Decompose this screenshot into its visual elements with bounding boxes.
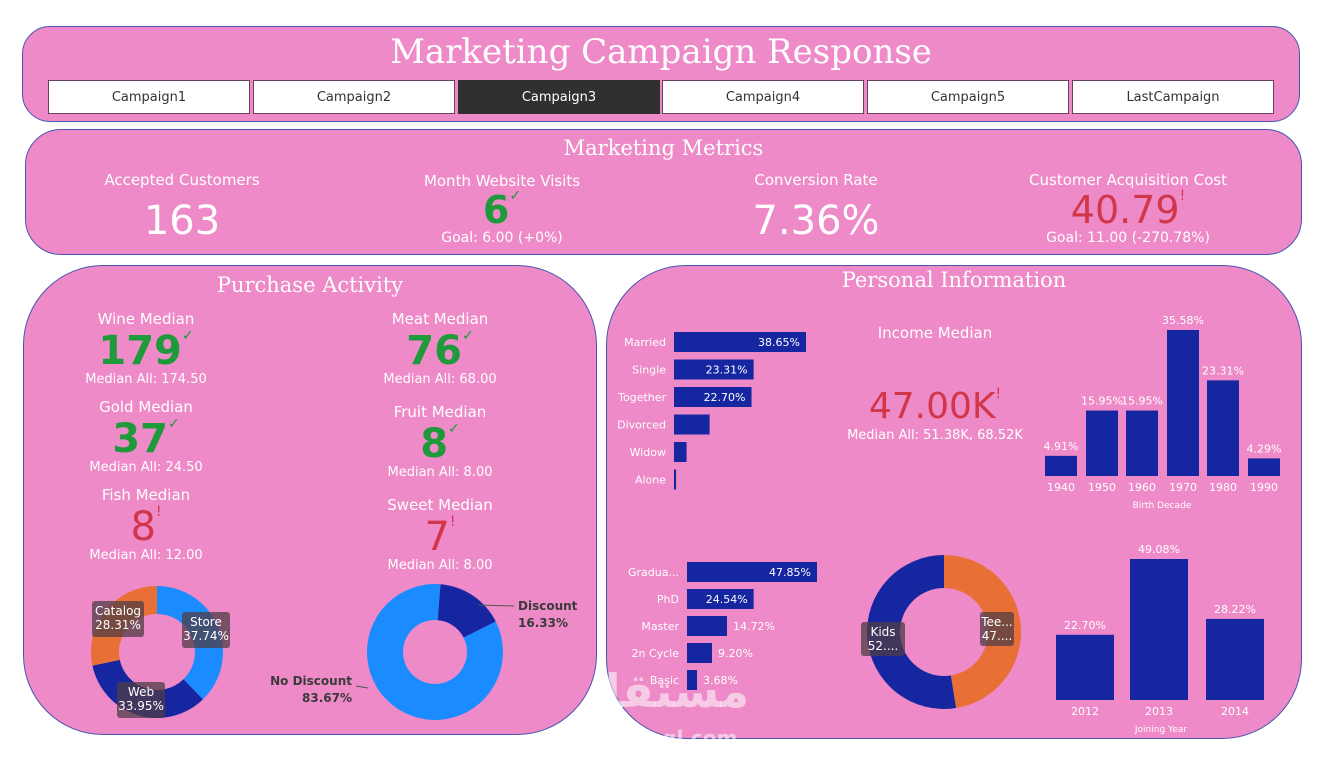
- check-icon: ✓: [509, 188, 522, 204]
- website-visits-number: 6: [482, 188, 510, 232]
- meat-median-number: 76: [406, 328, 462, 374]
- tab-campaign4[interactable]: Campaign4: [662, 80, 864, 114]
- alert-icon: !: [1179, 188, 1186, 204]
- alert-icon: !: [155, 504, 162, 520]
- accepted-customers-value: 163: [143, 198, 221, 244]
- sweet-median-value: 7!: [340, 514, 540, 560]
- gold-median-all: Median All: 24.50: [89, 460, 203, 475]
- gold-median-value: 37✓: [46, 416, 246, 462]
- fruit-median-all: Median All: 8.00: [387, 465, 493, 480]
- tab-campaign3[interactable]: Campaign3: [458, 80, 660, 114]
- meat-median-label: Meat Median: [391, 310, 489, 328]
- metrics-title: Marketing Metrics: [563, 136, 764, 160]
- sweet-median-all: Median All: 8.00: [387, 558, 493, 573]
- fruit-median-number: 8: [420, 421, 449, 467]
- fish-median-number: 8: [130, 504, 156, 550]
- income-median-label: Income Median: [877, 324, 993, 342]
- gold-median-label: Gold Median: [99, 398, 193, 416]
- wine-median-value: 179✓: [46, 328, 246, 374]
- alert-icon: !: [449, 514, 456, 530]
- income-median-all: Median All: 51.38K, 68.52K: [847, 428, 1023, 443]
- check-icon: ✓: [461, 328, 474, 344]
- income-median-value: 47.00K!: [815, 386, 1055, 427]
- sweet-median-number: 7: [424, 514, 450, 560]
- conversion-rate-value: 7.36%: [752, 198, 880, 244]
- fruit-median-value: 8✓: [340, 421, 540, 467]
- check-icon: ✓: [448, 421, 460, 437]
- tab-lastcampaign[interactable]: LastCampaign: [1072, 80, 1274, 114]
- watermark-arabic: مستقل: [580, 664, 750, 718]
- cac-number: 40.79: [1070, 188, 1180, 232]
- check-icon: ✓: [167, 416, 180, 432]
- metrics-panel: [25, 129, 1302, 255]
- watermark-latin: mostaql.com: [592, 726, 738, 750]
- website-visits-goal: Goal: 6.00 (+0%): [441, 230, 563, 246]
- gold-median-number: 37: [112, 416, 168, 462]
- alert-icon: !: [995, 386, 1002, 402]
- meat-median-value: 76✓: [340, 328, 540, 374]
- fish-median-value: 8!: [46, 504, 246, 550]
- fish-median-label: Fish Median: [101, 486, 191, 504]
- cac-label: Customer Acquisition Cost: [1029, 171, 1227, 189]
- accepted-customers-label: Accepted Customers: [104, 171, 260, 189]
- tab-campaign5[interactable]: Campaign5: [867, 80, 1069, 114]
- website-visits-label: Month Website Visits: [423, 172, 581, 190]
- page-title: Marketing Campaign Response: [390, 32, 932, 72]
- personal-title: Personal Information: [841, 268, 1067, 292]
- cac-goal: Goal: 11.00 (-270.78%): [1046, 230, 1210, 246]
- wine-median-label: Wine Median: [97, 310, 195, 328]
- conversion-rate-label: Conversion Rate: [754, 171, 878, 189]
- check-icon: ✓: [181, 328, 194, 344]
- tab-campaign1[interactable]: Campaign1: [48, 80, 250, 114]
- fruit-median-label: Fruit Median: [393, 403, 487, 421]
- sweet-median-label: Sweet Median: [387, 496, 493, 514]
- website-visits-value: 6✓: [382, 188, 622, 232]
- cac-value: 40.79!: [1008, 188, 1248, 232]
- fish-median-all: Median All: 12.00: [89, 548, 203, 563]
- income-median-number: 47.00K: [868, 386, 996, 427]
- meat-median-all: Median All: 68.00: [383, 372, 497, 387]
- purchase-title: Purchase Activity: [216, 273, 404, 297]
- tab-campaign2[interactable]: Campaign2: [253, 80, 455, 114]
- wine-median-all: Median All: 174.50: [85, 372, 207, 387]
- wine-median-number: 179: [98, 328, 182, 374]
